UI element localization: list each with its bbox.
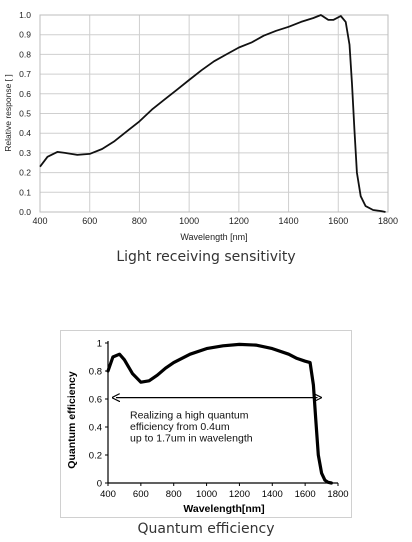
- y-tick-label: 0.2: [89, 451, 102, 462]
- x-tick-label: 400: [32, 216, 47, 226]
- x-tick-label: 1000: [179, 216, 199, 226]
- x-tick-label: 1200: [229, 216, 249, 226]
- plot-area: [39, 14, 389, 213]
- y-tick-label: 0.4: [89, 423, 102, 434]
- x-tick-label: 1600: [295, 489, 316, 500]
- y-tick-label: 0.1: [19, 187, 31, 197]
- x-tick-label: 800: [166, 489, 182, 500]
- y-tick-label: 0.8: [89, 367, 102, 378]
- chart-annotation: Realizing a high quantum efficiency from …: [130, 410, 253, 445]
- y-tick-label: 0.6: [89, 395, 102, 406]
- x-tick-label: 600: [133, 489, 149, 500]
- relative-response-chart: 400 600 800 1000 1200 1400 1600 1800 0.0 0.1 0.2 0.…: [3, 10, 398, 242]
- x-axis-label: Wavelength[nm]: [183, 503, 264, 515]
- y-tick-label: 0.5: [19, 109, 31, 119]
- y-tick-label: 1.0: [19, 10, 31, 20]
- y-tick-label: 0.9: [19, 30, 31, 40]
- y-axis-label: Quantum efficiency: [66, 371, 78, 469]
- x-tick-label: 600: [82, 216, 97, 226]
- x-tick-label: 1400: [279, 216, 299, 226]
- x-tick-label: 1200: [229, 489, 250, 500]
- y-tick-label: 0.2: [19, 168, 31, 178]
- chart-caption: Quantum efficiency: [137, 521, 275, 537]
- y-tick-label: 0.0: [19, 207, 31, 217]
- y-tick-label: 0.6: [19, 89, 31, 99]
- x-tick-label: 400: [100, 489, 116, 500]
- series-line: [106, 342, 333, 485]
- series-line: [39, 14, 386, 213]
- x-tick-label: 1800: [327, 489, 348, 500]
- quantum-efficiency-chart: 400 600 800 1000 1200 1400 1600 1800 0 0.2 0.4 0.6 0…: [60, 330, 352, 518]
- y-tick-label: 0.8: [19, 49, 31, 59]
- y-axis-label: Relative response [ ]: [3, 74, 13, 151]
- x-tick-label: 1600: [328, 216, 348, 226]
- x-tick-label: 800: [132, 216, 147, 226]
- x-tick-label: 1000: [196, 489, 217, 500]
- x-tick-label: 1400: [262, 489, 283, 500]
- x-tick-label: 1800: [378, 216, 398, 226]
- y-tick-label: 1: [97, 339, 102, 350]
- y-tick-label: 0.7: [19, 69, 31, 79]
- chart-caption: Light receiving sensitivity: [116, 249, 296, 265]
- y-tick-label: 0: [97, 479, 102, 490]
- y-tick-label: 0.4: [19, 128, 31, 138]
- x-axis-label: Wavelength [nm]: [180, 232, 247, 242]
- y-tick-label: 0.3: [19, 148, 31, 158]
